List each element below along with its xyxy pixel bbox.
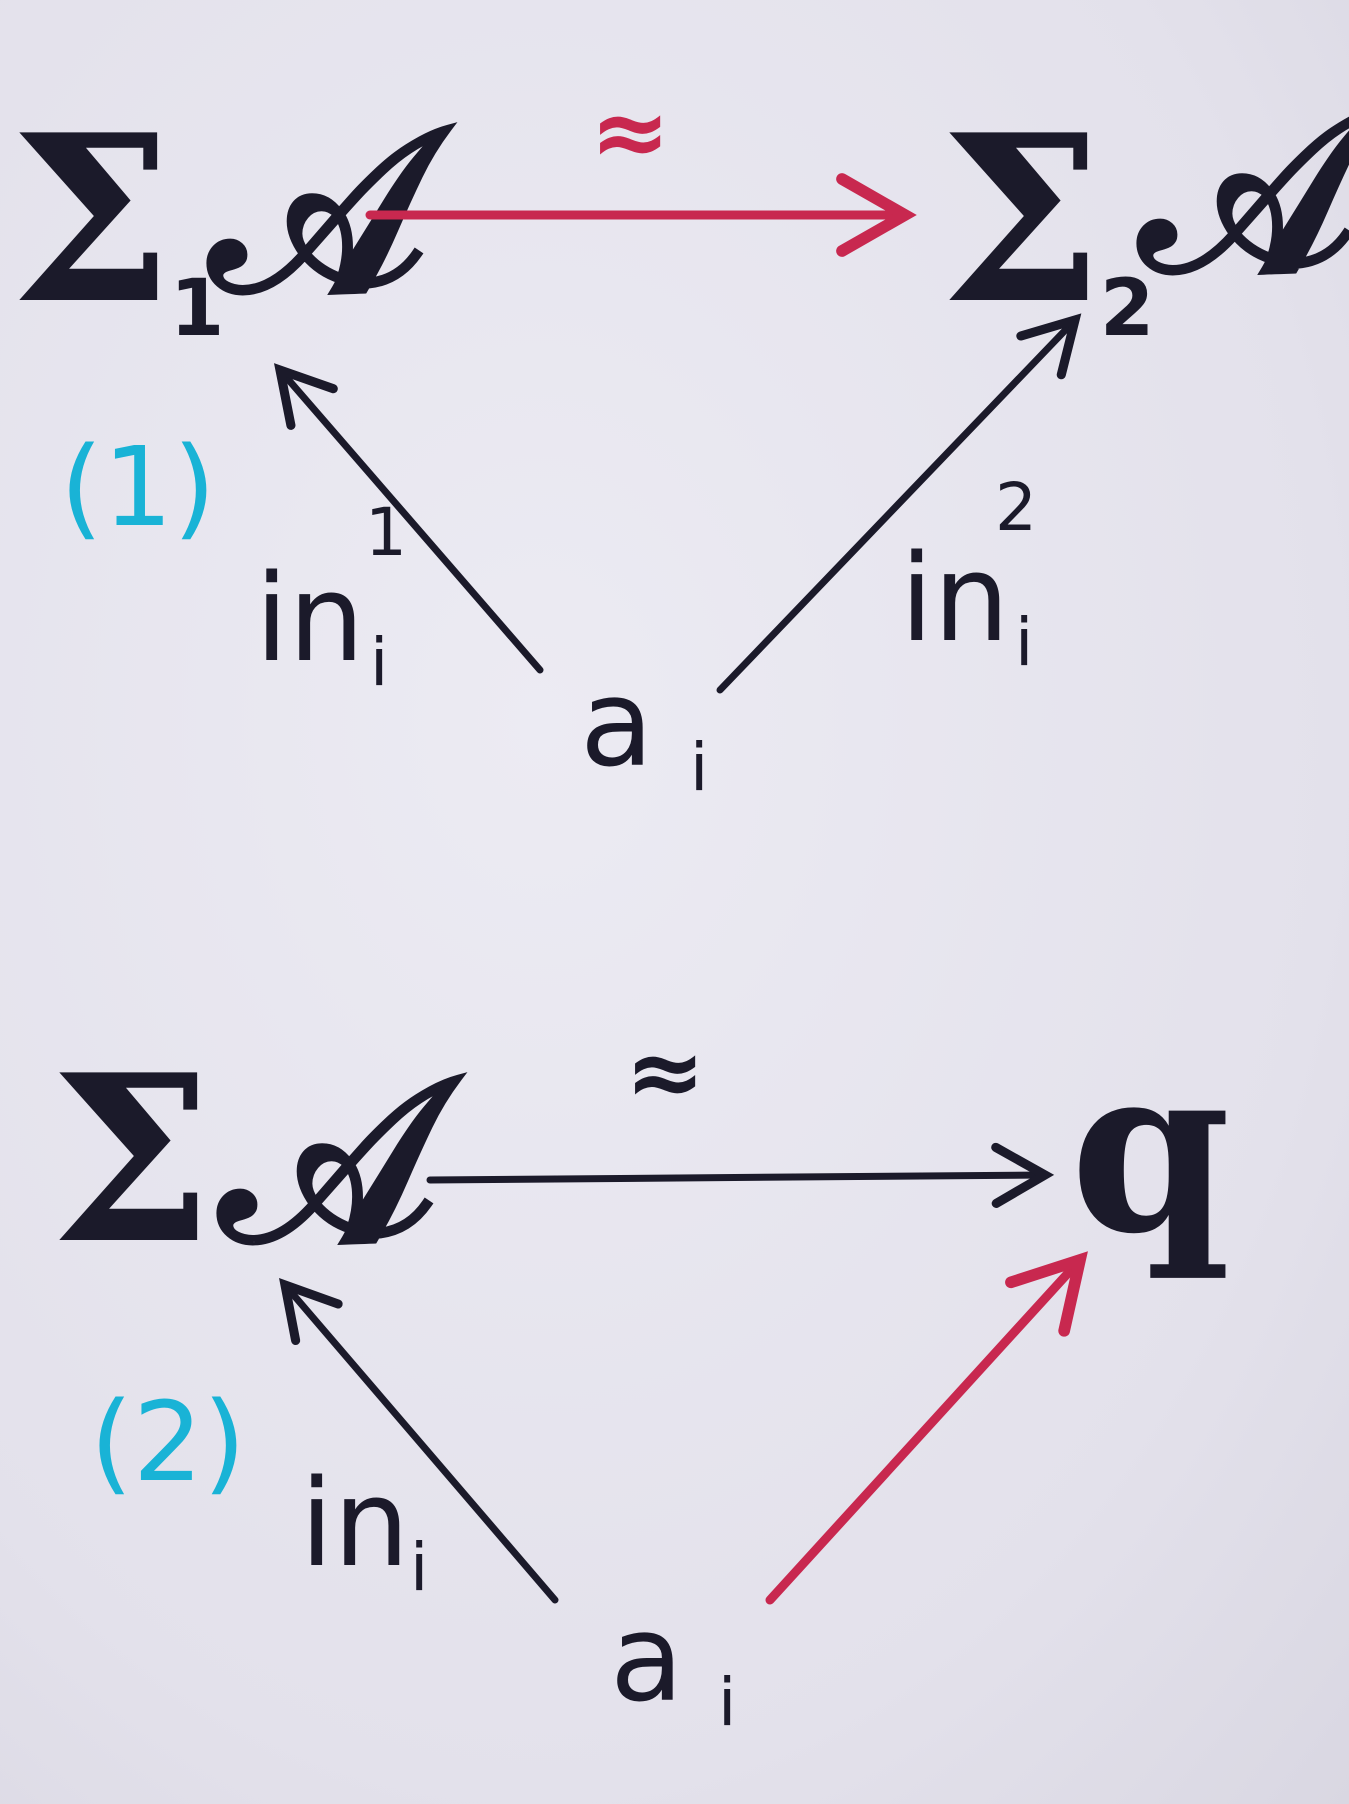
d1-sigma-right: Σ [940, 85, 1103, 355]
d2-right-arrow [765, 1251, 1088, 1605]
d2-tag: (2) [90, 1378, 246, 1506]
d1-left-arrow-label: in [255, 550, 364, 689]
diagram-2: Σ 𝒜 q ≈ in i a i (2) [50, 1015, 1231, 1741]
d2-source: a [610, 1590, 684, 1729]
d1-right-arrow-sup: 2 [995, 469, 1037, 546]
d2-sigma-left: Σ [50, 1025, 213, 1295]
d1-right-arrow-sub: i [1015, 604, 1033, 681]
d1-left-arrow [273, 363, 544, 674]
d1-source-sub: i [690, 729, 708, 806]
d2-source-sub: i [718, 1664, 736, 1741]
d1-sub-right: 2 [1100, 264, 1154, 354]
d2-left-arrow-label: in [300, 1455, 409, 1594]
d2-obj-left: 𝒜 [216, 1025, 468, 1295]
d2-left-arrow-sub: i [410, 1529, 428, 1606]
d1-right-arrow-label: in [900, 530, 1009, 669]
d1-source: a [580, 655, 654, 794]
d1-sigma-left: Σ [10, 85, 173, 355]
d1-top-arrow-label: ≈ [590, 76, 670, 188]
d1-tag: (1) [60, 423, 216, 551]
d2-left-arrow [279, 1278, 559, 1604]
d1-right-arrow [716, 313, 1082, 694]
d2-top-arrow [426, 1142, 1055, 1208]
diagram-1: Σ 1 𝒜 Σ 2 𝒜 ≈ in i 1 in i 2 a i (1) [10, 55, 1349, 806]
d1-sub-left: 1 [170, 264, 224, 354]
d2-obj-right: q [1070, 1015, 1231, 1285]
d2-top-arrow-label: ≈ [625, 1016, 705, 1128]
d1-obj-right: 𝒜 [1136, 55, 1349, 325]
d1-left-arrow-sub: i [370, 624, 388, 701]
d1-obj-left: 𝒜 [206, 75, 458, 345]
d1-left-arrow-sup: 1 [365, 494, 407, 571]
